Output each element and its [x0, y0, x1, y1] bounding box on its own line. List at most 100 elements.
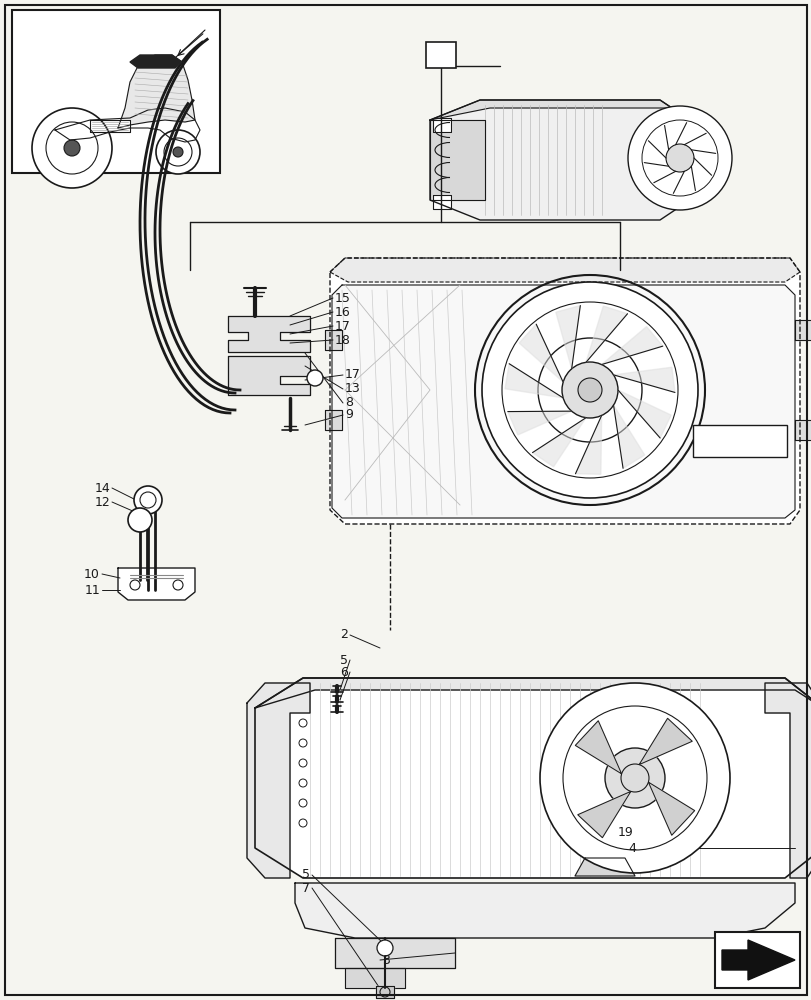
Text: 4: 4	[627, 842, 635, 854]
Circle shape	[298, 719, 307, 727]
Text: 6: 6	[340, 666, 348, 678]
Text: 5: 5	[302, 868, 310, 882]
Polygon shape	[679, 110, 697, 124]
Polygon shape	[586, 306, 627, 362]
Polygon shape	[679, 188, 697, 202]
Text: 14: 14	[94, 482, 109, 494]
Polygon shape	[118, 55, 195, 128]
Polygon shape	[555, 306, 580, 369]
Circle shape	[173, 147, 182, 157]
Polygon shape	[90, 120, 130, 132]
Text: 17: 17	[345, 368, 360, 381]
Circle shape	[298, 819, 307, 827]
Text: 12: 12	[94, 495, 109, 508]
Text: 18: 18	[335, 334, 350, 347]
Text: 16: 16	[335, 306, 350, 318]
Polygon shape	[518, 324, 563, 382]
Circle shape	[604, 748, 664, 808]
Text: 2: 2	[340, 629, 348, 642]
Polygon shape	[794, 420, 811, 440]
Text: PAG. 2: PAG. 2	[719, 434, 759, 448]
Circle shape	[46, 122, 98, 174]
Polygon shape	[118, 568, 195, 600]
Text: 1: 1	[436, 47, 445, 62]
Circle shape	[501, 302, 677, 478]
Circle shape	[173, 580, 182, 590]
Polygon shape	[255, 678, 811, 878]
Polygon shape	[247, 683, 310, 878]
Circle shape	[482, 282, 697, 498]
FancyBboxPatch shape	[692, 425, 786, 457]
Polygon shape	[430, 100, 689, 220]
Polygon shape	[255, 678, 811, 708]
Circle shape	[562, 706, 706, 850]
Text: 19: 19	[617, 826, 633, 838]
Polygon shape	[130, 55, 182, 68]
Polygon shape	[329, 258, 799, 524]
Polygon shape	[345, 968, 405, 988]
Polygon shape	[504, 364, 563, 398]
Circle shape	[620, 764, 648, 792]
Circle shape	[298, 759, 307, 767]
Polygon shape	[55, 108, 200, 142]
Circle shape	[298, 799, 307, 807]
Circle shape	[539, 683, 729, 873]
Polygon shape	[638, 718, 691, 765]
Circle shape	[134, 486, 162, 514]
Polygon shape	[617, 390, 671, 438]
Circle shape	[307, 370, 323, 386]
Polygon shape	[432, 195, 450, 209]
Circle shape	[64, 140, 80, 156]
Polygon shape	[335, 938, 454, 968]
Bar	[714, 932, 799, 988]
Text: 11: 11	[84, 584, 100, 596]
Circle shape	[561, 362, 617, 418]
Polygon shape	[332, 285, 794, 518]
Bar	[12, 10, 220, 173]
Polygon shape	[574, 858, 634, 876]
Circle shape	[577, 378, 601, 402]
Polygon shape	[432, 118, 450, 132]
Polygon shape	[764, 683, 811, 878]
Polygon shape	[228, 316, 310, 352]
Text: 7: 7	[302, 882, 310, 894]
Circle shape	[642, 120, 717, 196]
Text: 8: 8	[345, 396, 353, 410]
Polygon shape	[721, 940, 794, 980]
Circle shape	[298, 779, 307, 787]
Polygon shape	[329, 258, 799, 282]
Text: 9: 9	[345, 408, 353, 422]
Text: 13: 13	[345, 382, 360, 395]
Circle shape	[156, 130, 200, 174]
Text: 5: 5	[340, 654, 348, 666]
Polygon shape	[507, 411, 571, 435]
Circle shape	[627, 106, 731, 210]
Polygon shape	[430, 100, 689, 120]
Polygon shape	[577, 791, 630, 838]
Circle shape	[376, 940, 393, 956]
Circle shape	[32, 108, 112, 188]
Circle shape	[164, 138, 191, 166]
Circle shape	[665, 144, 693, 172]
Polygon shape	[375, 986, 393, 998]
Polygon shape	[575, 415, 601, 474]
Polygon shape	[532, 418, 586, 467]
Text: 17: 17	[335, 320, 350, 332]
Polygon shape	[601, 327, 662, 365]
Polygon shape	[647, 782, 694, 835]
Circle shape	[538, 338, 642, 442]
Text: 15: 15	[335, 292, 350, 304]
FancyBboxPatch shape	[426, 42, 456, 68]
Polygon shape	[613, 367, 674, 392]
Circle shape	[130, 580, 139, 590]
Polygon shape	[324, 330, 341, 350]
Polygon shape	[430, 120, 484, 200]
Polygon shape	[794, 320, 811, 340]
Polygon shape	[228, 356, 310, 395]
Polygon shape	[575, 721, 621, 774]
Text: 10: 10	[84, 568, 100, 580]
Circle shape	[139, 492, 156, 508]
Polygon shape	[294, 883, 794, 938]
Polygon shape	[324, 410, 341, 430]
Text: 3: 3	[381, 954, 389, 966]
